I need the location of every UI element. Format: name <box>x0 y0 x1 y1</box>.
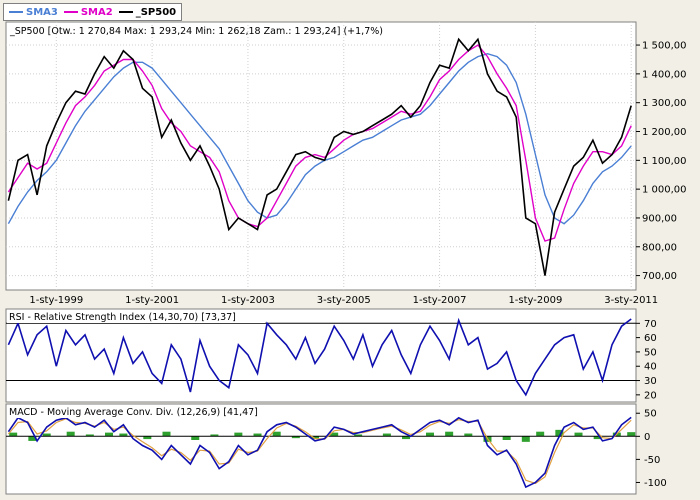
histogram-bar <box>536 431 545 437</box>
legend-label: SMA3 <box>26 6 58 18</box>
histogram-bar <box>143 436 152 440</box>
y-tick-label: 50 <box>644 409 657 420</box>
macd-plot-area <box>5 403 637 495</box>
series-line-sp500 <box>7 37 632 276</box>
y-tick-label: 60 <box>644 333 657 344</box>
x-tick-label: 1-sty-2003 <box>221 295 275 306</box>
macd-panel-title: MACD - Moving Average Conv. Div. (12,26,… <box>9 407 258 418</box>
histogram-bar <box>593 436 602 440</box>
histogram-bar <box>330 432 339 437</box>
histogram-bar <box>234 432 243 437</box>
histogram-bar <box>627 432 636 437</box>
x-tick-label: 3-sty-2005 <box>317 295 371 306</box>
histogram-bar <box>66 431 75 437</box>
histogram-bar <box>119 433 128 437</box>
x-tick-label: 1-sty-2001 <box>125 295 179 306</box>
histogram-bar <box>555 429 564 437</box>
histogram-bar <box>382 433 391 437</box>
histogram-bar <box>464 433 473 437</box>
histogram-bar <box>272 431 281 437</box>
series-line-macd <box>7 416 632 489</box>
series-line-rsi <box>7 317 632 397</box>
y-tick-label: 700,00 <box>642 271 677 282</box>
histogram-bar <box>253 433 262 437</box>
y-tick-label: 1 000,00 <box>642 185 687 196</box>
y-tick-label: 40 <box>644 362 657 373</box>
histogram-bar <box>425 432 434 437</box>
legend-label: _SP500 <box>135 6 177 18</box>
legend-swatch <box>63 11 78 13</box>
histogram-bar <box>191 436 200 440</box>
y-tick-label: -100 <box>644 478 667 489</box>
y-tick-label: 30 <box>644 376 657 387</box>
legend: SMA3 SMA2 _SP500 <box>3 3 183 21</box>
histogram-bar <box>354 434 363 437</box>
rsi-title-background <box>7 310 265 323</box>
y-tick-label: 70 <box>644 319 657 330</box>
legend-item: SMA3 <box>9 7 58 18</box>
price-panel-title: _SP500 [Otw.: 1 270,84 Max: 1 293,24 Min… <box>9 26 383 37</box>
y-tick-label: 0 <box>644 432 650 443</box>
histogram-bar <box>445 431 454 437</box>
histogram-bar <box>28 436 37 441</box>
histogram-bar <box>521 436 530 442</box>
y-tick-label: 1 400,00 <box>642 69 687 80</box>
x-tick-label: 1-sty-2007 <box>413 295 467 306</box>
price-panel: 1-sty-1999 1-sty-2001 1-sty-2003 3-sty-2005… <box>5 21 687 306</box>
macd-title-background <box>7 405 279 418</box>
x-tick-label: 1-sty-2009 <box>508 295 562 306</box>
legend-item: _SP500 <box>118 6 177 18</box>
y-tick-label: 1 100,00 <box>642 156 687 167</box>
histogram-bar <box>291 436 300 439</box>
y-tick-label: -50 <box>644 455 660 466</box>
y-tick-label: 50 <box>644 347 657 358</box>
macd-panel: -100 -50 0 50 MACD - Moving Average Conv. Di… <box>5 403 667 495</box>
histogram-bar <box>9 432 18 437</box>
rsi-panel: 20 30 40 50 60 70 RSI - Relative Strength Inde… <box>5 308 657 403</box>
histogram-bar <box>311 436 320 440</box>
y-tick-label: 1 200,00 <box>642 127 687 138</box>
y-tick-label: 800,00 <box>642 242 677 253</box>
legend-label: SMA2 <box>80 6 113 18</box>
y-tick-label: 900,00 <box>642 213 677 224</box>
histogram-bar <box>85 434 94 437</box>
x-tick-label: 3-sty-2011 <box>604 295 658 306</box>
x-tick-label: 1-sty-1999 <box>29 295 83 306</box>
histogram-bar <box>105 432 114 437</box>
series-line-sma3 <box>7 52 632 225</box>
y-tick-label: 1 300,00 <box>642 98 687 109</box>
legend-swatch <box>118 11 133 13</box>
histogram-bar <box>502 436 511 440</box>
legend-swatch <box>9 11 23 13</box>
histogram-bar <box>42 433 51 437</box>
series-line-signal <box>7 418 632 485</box>
rsi-panel-title: RSI - Relative Strength Index (14,30,70)… <box>9 312 236 323</box>
histogram-bar <box>402 436 411 440</box>
histogram-bar <box>210 434 219 437</box>
y-tick-label: 1 500,00 <box>642 41 687 52</box>
y-tick-label: 20 <box>644 390 657 401</box>
legend-item: SMA2 <box>63 6 113 18</box>
histogram-bar <box>574 432 583 437</box>
histogram-bar <box>162 431 171 437</box>
